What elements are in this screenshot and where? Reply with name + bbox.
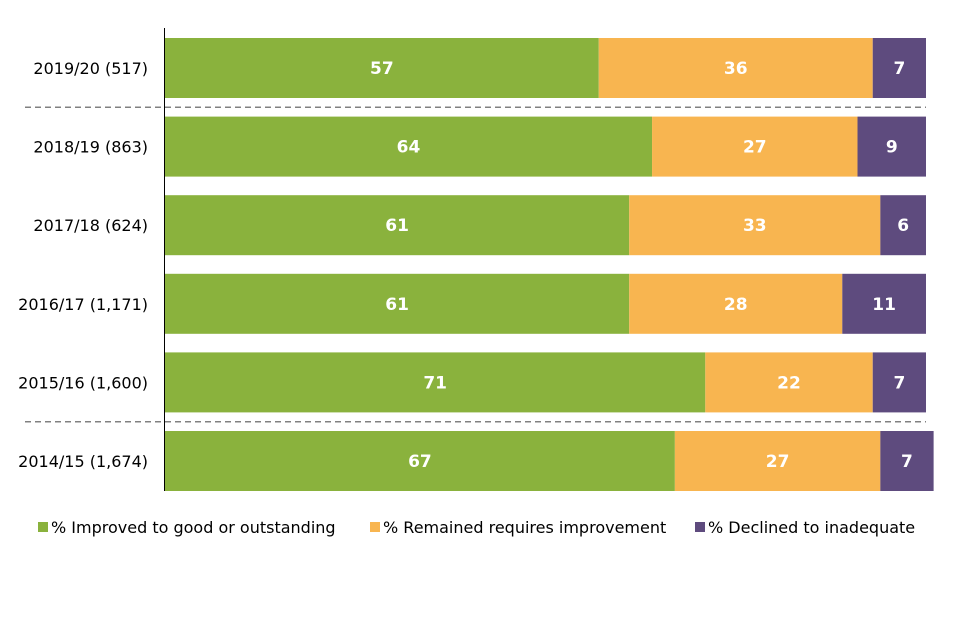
bar-segment [872, 352, 926, 413]
bar-segment [652, 116, 858, 177]
data-label: 33 [743, 216, 767, 236]
category-label: 2016/17 (1,171) [18, 295, 148, 314]
data-label: 27 [766, 452, 790, 472]
bar-segment [165, 116, 653, 177]
legend-swatch [38, 522, 48, 532]
data-label: 61 [385, 216, 409, 236]
legend: % Improved to good or outstanding % Remai… [38, 518, 915, 537]
separators-group [25, 106, 926, 423]
data-label: 7 [901, 452, 913, 472]
data-label: 7 [893, 373, 905, 393]
data-label: 36 [724, 59, 748, 79]
legend-swatch [695, 522, 705, 532]
data-label: 71 [423, 373, 447, 393]
bar-segment [165, 431, 675, 491]
category-label: 2014/15 (1,674) [18, 452, 148, 471]
bar-segment [165, 352, 706, 413]
bar-segment [674, 431, 881, 491]
bar-segment [872, 38, 926, 98]
category-label: 2019/20 (517) [33, 59, 148, 78]
data-label: 27 [743, 138, 767, 158]
bars-group: 57 36 7 64 27 9 61 33 6 61 28 11 71 22 7 67 27 7 [165, 38, 934, 491]
data-label: 28 [724, 295, 748, 315]
data-label: 7 [893, 59, 905, 79]
bar-segment [165, 273, 630, 334]
legend-label: % Remained requires improvement [383, 518, 666, 537]
category-labels-group: 2019/20 (517) 2018/19 (863) 2017/18 (624) 2… [18, 59, 148, 471]
data-label: 67 [408, 452, 432, 472]
bar-segment [165, 195, 630, 256]
data-label: 22 [777, 373, 801, 393]
bar-segment [629, 195, 881, 256]
bar-segment [629, 273, 843, 334]
category-label: 2015/16 (1,600) [18, 373, 148, 392]
bar-segment [598, 38, 873, 98]
data-label: 57 [370, 59, 394, 79]
bar-segment [880, 195, 926, 256]
legend-swatch [370, 522, 380, 532]
bar-segment [705, 352, 873, 413]
bar-segment [880, 431, 934, 491]
legend-label: % Improved to good or outstanding [51, 518, 336, 537]
data-label: 64 [397, 138, 421, 158]
bar-segment [165, 38, 599, 98]
category-label: 2018/19 (863) [33, 138, 148, 157]
data-label: 11 [872, 295, 896, 315]
legend-label: % Declined to inadequate [708, 518, 915, 537]
data-label: 61 [385, 295, 409, 315]
data-label: 9 [886, 138, 898, 158]
bar-segment [842, 273, 926, 334]
bar-segment [857, 116, 926, 177]
data-label: 6 [897, 216, 909, 236]
category-label: 2017/18 (624) [33, 216, 148, 235]
